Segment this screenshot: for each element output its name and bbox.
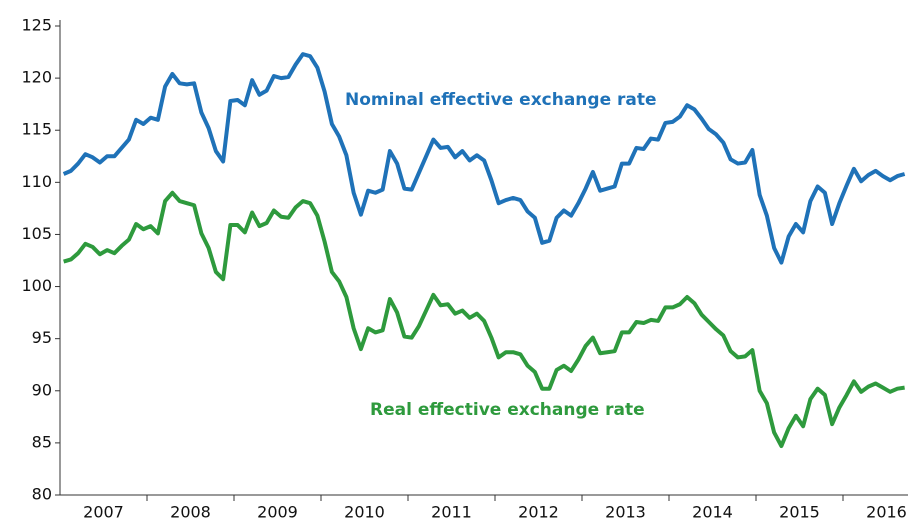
series-label: Nominal effective exchange rate: [345, 90, 657, 110]
series-label: Real effective exchange rate: [370, 400, 645, 420]
x-tick-label: 2011: [431, 503, 472, 522]
x-tick-label: 2013: [605, 503, 646, 522]
y-tick-label: 125: [21, 16, 52, 35]
y-tick-label: 105: [21, 224, 52, 243]
x-tick-label: 2014: [692, 503, 733, 522]
x-tick-label: 2008: [170, 503, 211, 522]
x-tick-label: 2007: [83, 503, 124, 522]
series-line: [63, 190, 905, 449]
y-tick-label: 90: [32, 380, 52, 399]
x-tick-label: 2010: [344, 503, 385, 522]
x-tick-label: 2012: [518, 503, 559, 522]
x-tick-label: 2016: [866, 503, 907, 522]
series-line: [62, 52, 906, 265]
y-tick-label: 95: [32, 328, 52, 347]
y-tick-label: 110: [21, 172, 52, 191]
y-tick-label: 85: [32, 432, 52, 451]
y-tick-label: 115: [21, 120, 52, 139]
y-tick-label: 100: [21, 276, 52, 295]
y-tick-label: 120: [21, 68, 52, 87]
x-tick-label: 2009: [257, 503, 298, 522]
x-tick-label: 2015: [779, 503, 820, 522]
y-tick-label: 80: [32, 485, 52, 504]
